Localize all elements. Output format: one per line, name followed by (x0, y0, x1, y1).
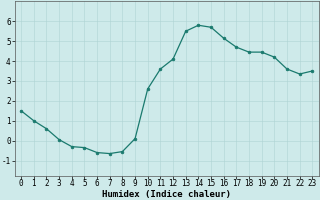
X-axis label: Humidex (Indice chaleur): Humidex (Indice chaleur) (102, 190, 231, 199)
